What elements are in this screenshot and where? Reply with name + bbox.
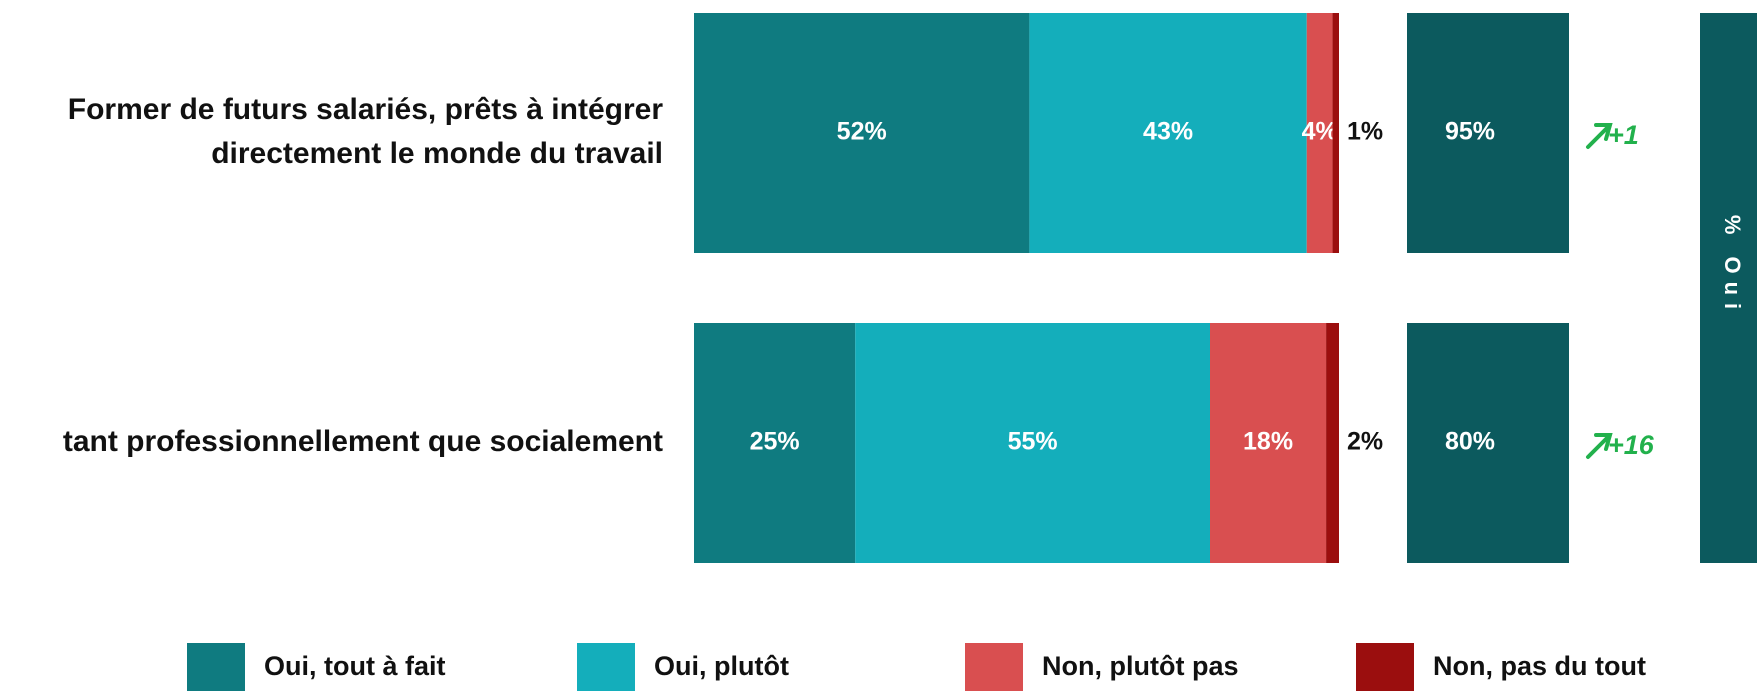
legend-swatch [187, 643, 245, 691]
legend-label: Non, pas du tout [1433, 651, 1646, 681]
bar-segment [694, 13, 1030, 253]
legend-swatch [1356, 643, 1414, 691]
value-label: 4% [1302, 118, 1338, 146]
value-label: 25% [750, 428, 800, 456]
bar-segment [1210, 323, 1327, 563]
value-label: 43% [1143, 118, 1193, 146]
value-label: 2% [1347, 428, 1383, 456]
total-label: 95% [1445, 118, 1495, 146]
trend-arrow [1586, 123, 1613, 149]
total-box [1407, 323, 1569, 563]
category-label: Former de futurs salariés, prêts à intég… [68, 93, 664, 126]
legend-swatch [577, 643, 635, 691]
legend-label: Oui, tout à fait [264, 651, 446, 681]
value-label: 52% [837, 118, 887, 146]
bar-segment [694, 323, 856, 563]
value-label: 18% [1243, 428, 1293, 456]
bar-segment [855, 323, 1210, 563]
total-header: % Oui [1720, 215, 1745, 317]
bar-segment [1306, 13, 1333, 253]
legend-label: Non, plutôt pas [1042, 651, 1238, 681]
total-label: 80% [1445, 428, 1495, 456]
bar-segment [1332, 13, 1339, 253]
total-strip [1700, 13, 1757, 563]
legend-label: Oui, plutôt [654, 651, 789, 681]
trend-label: +1 [1608, 120, 1639, 150]
category-label: tant professionnellement que socialement [63, 425, 663, 458]
value-label: 55% [1008, 428, 1058, 456]
trend-arrow [1586, 433, 1613, 459]
total-box [1407, 13, 1569, 253]
legend-swatch [965, 643, 1023, 691]
bar-segment [1029, 13, 1307, 253]
trend-label: +16 [1608, 430, 1655, 460]
value-label: 1% [1347, 118, 1383, 146]
category-label: directement le monde du travail [211, 137, 663, 170]
bar-segment [1326, 323, 1339, 563]
